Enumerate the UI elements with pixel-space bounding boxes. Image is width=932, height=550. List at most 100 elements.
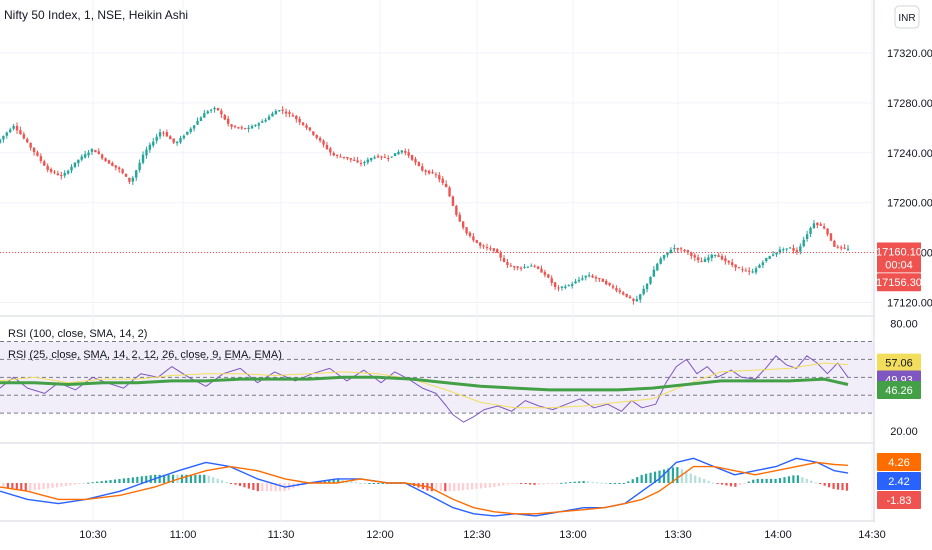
candle[interactable] xyxy=(19,130,22,135)
candle[interactable] xyxy=(461,221,465,228)
rsi-line-rsi[interactable] xyxy=(0,355,849,423)
candle[interactable] xyxy=(465,227,468,234)
candle[interactable] xyxy=(608,282,611,286)
candle[interactable] xyxy=(380,156,383,158)
candle[interactable] xyxy=(622,292,625,295)
candle[interactable] xyxy=(686,250,690,253)
candle[interactable] xyxy=(744,270,748,272)
candle[interactable] xyxy=(846,248,850,250)
candle[interactable] xyxy=(577,279,581,282)
candle[interactable] xyxy=(2,135,5,140)
candle[interactable] xyxy=(247,127,250,129)
candle[interactable] xyxy=(63,173,66,176)
candle[interactable] xyxy=(32,147,36,153)
candle[interactable] xyxy=(53,171,56,173)
candle[interactable] xyxy=(421,166,424,171)
candle[interactable] xyxy=(584,275,587,278)
candle[interactable] xyxy=(550,278,553,283)
candle[interactable] xyxy=(0,139,2,143)
candle[interactable] xyxy=(179,138,182,143)
rsi-ma-value[interactable]: 57.06 xyxy=(885,358,913,370)
candle[interactable] xyxy=(397,151,400,155)
signal-line[interactable] xyxy=(0,461,849,515)
candle[interactable] xyxy=(359,162,363,164)
candle[interactable] xyxy=(519,267,523,269)
candle[interactable] xyxy=(257,123,261,126)
signal-value[interactable]: 4.26 xyxy=(888,457,909,469)
candle[interactable] xyxy=(489,248,492,250)
candle[interactable] xyxy=(676,248,679,250)
last-price-label[interactable]: 17160.10 xyxy=(876,246,922,258)
candle[interactable] xyxy=(230,124,233,127)
candle[interactable] xyxy=(785,248,788,250)
candle[interactable] xyxy=(570,284,574,286)
candle[interactable] xyxy=(748,270,751,272)
rsi-series[interactable] xyxy=(0,355,849,423)
candle[interactable] xyxy=(278,110,281,112)
candle[interactable] xyxy=(226,118,230,124)
candle[interactable] xyxy=(836,246,839,248)
candle[interactable] xyxy=(318,137,322,141)
candle[interactable] xyxy=(720,256,724,260)
rsi-slow-value[interactable]: 46.26 xyxy=(885,385,913,397)
candle[interactable] xyxy=(301,122,305,125)
macd-value[interactable]: 2.42 xyxy=(888,476,909,488)
candle[interactable] xyxy=(553,282,557,288)
candle[interactable] xyxy=(332,152,335,156)
candle[interactable] xyxy=(802,239,805,247)
candle[interactable] xyxy=(788,247,792,249)
candle[interactable] xyxy=(656,263,659,271)
candle[interactable] xyxy=(56,173,60,176)
candle[interactable] xyxy=(182,135,186,139)
candle[interactable] xyxy=(373,157,376,159)
candle[interactable] xyxy=(768,256,771,259)
candle[interactable] xyxy=(162,132,165,134)
candle[interactable] xyxy=(335,154,339,156)
candle[interactable] xyxy=(819,224,822,226)
candle[interactable] xyxy=(611,285,615,288)
candle[interactable] xyxy=(496,249,499,253)
candle[interactable] xyxy=(513,266,516,268)
candle[interactable] xyxy=(642,288,645,295)
candle[interactable] xyxy=(523,266,526,268)
candle[interactable] xyxy=(839,247,843,249)
candle[interactable] xyxy=(424,170,427,172)
candle[interactable] xyxy=(189,128,192,132)
candle[interactable] xyxy=(594,277,598,279)
candle[interactable] xyxy=(516,266,519,268)
rsi-line-rsi-slow[interactable] xyxy=(0,375,849,392)
candle[interactable] xyxy=(795,250,799,253)
candle[interactable] xyxy=(165,132,169,137)
candle[interactable] xyxy=(387,158,390,160)
candle[interactable] xyxy=(121,169,124,173)
candle[interactable] xyxy=(329,148,332,153)
candle[interactable] xyxy=(690,252,693,256)
macd-line[interactable] xyxy=(0,457,849,517)
candle[interactable] xyxy=(506,262,509,265)
candle[interactable] xyxy=(155,136,158,141)
candle[interactable] xyxy=(441,178,444,183)
candle[interactable] xyxy=(741,269,744,271)
candle[interactable] xyxy=(390,156,393,158)
candle[interactable] xyxy=(220,110,223,115)
candle[interactable] xyxy=(5,132,9,136)
candle[interactable] xyxy=(39,156,43,161)
candle[interactable] xyxy=(261,121,264,123)
candle[interactable] xyxy=(737,267,741,269)
candle[interactable] xyxy=(679,248,683,250)
candle[interactable] xyxy=(618,290,622,292)
candle[interactable] xyxy=(15,125,19,131)
candle[interactable] xyxy=(434,174,438,176)
candle[interactable] xyxy=(485,247,489,249)
candle[interactable] xyxy=(822,226,826,229)
candle[interactable] xyxy=(478,242,482,246)
currency-button[interactable] xyxy=(894,5,920,29)
candle[interactable] xyxy=(250,126,254,129)
candle[interactable] xyxy=(158,132,162,137)
candle[interactable] xyxy=(717,255,720,257)
candle[interactable] xyxy=(206,111,209,114)
candle[interactable] xyxy=(233,126,237,128)
candle[interactable] xyxy=(625,293,628,297)
candle[interactable] xyxy=(475,240,478,243)
candle[interactable] xyxy=(666,252,669,256)
